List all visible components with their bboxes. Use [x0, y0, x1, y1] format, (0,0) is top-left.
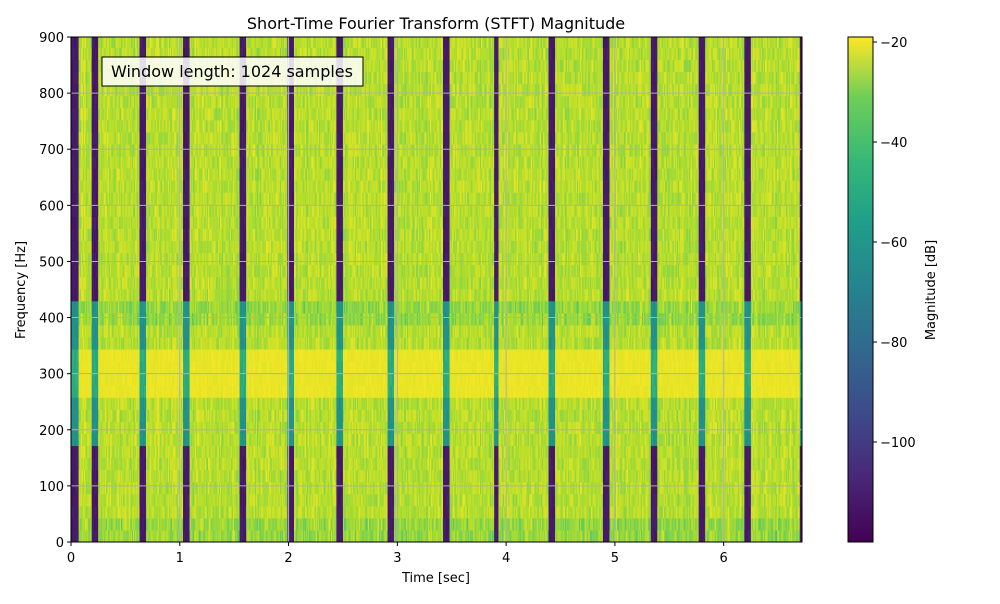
spectrogram-heatmap [71, 35, 804, 542]
